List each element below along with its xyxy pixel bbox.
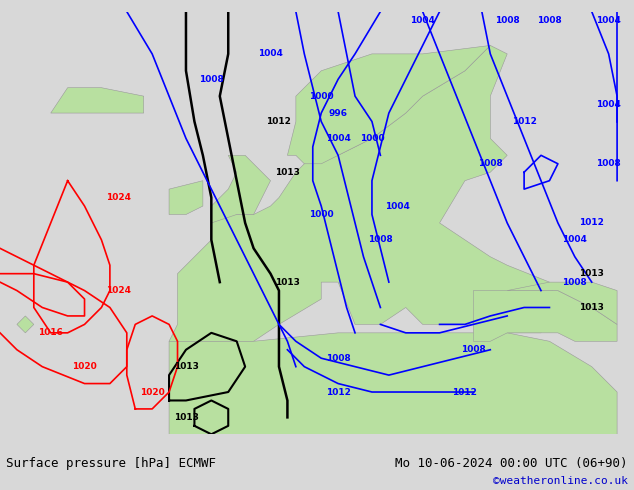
Text: 1012: 1012 bbox=[579, 219, 604, 227]
Text: 1013: 1013 bbox=[579, 269, 604, 278]
Text: 1004: 1004 bbox=[562, 235, 587, 245]
Text: 1008: 1008 bbox=[495, 16, 520, 24]
Text: 1000: 1000 bbox=[309, 210, 333, 219]
Polygon shape bbox=[169, 181, 203, 215]
Text: 1020: 1020 bbox=[139, 388, 165, 396]
Text: Mo 10-06-2024 00:00 UTC (06+90): Mo 10-06-2024 00:00 UTC (06+90) bbox=[395, 457, 628, 469]
Polygon shape bbox=[169, 46, 558, 342]
Text: Surface pressure [hPa] ECMWF: Surface pressure [hPa] ECMWF bbox=[6, 457, 216, 469]
Polygon shape bbox=[169, 333, 617, 434]
Text: ©weatheronline.co.uk: ©weatheronline.co.uk bbox=[493, 476, 628, 486]
Text: 1004: 1004 bbox=[596, 16, 621, 24]
Text: 1008: 1008 bbox=[478, 159, 503, 168]
Text: 1004: 1004 bbox=[410, 16, 435, 24]
Text: 1013: 1013 bbox=[174, 413, 198, 422]
Text: 1024: 1024 bbox=[106, 286, 131, 295]
Text: 1020: 1020 bbox=[72, 362, 97, 371]
Text: 1004: 1004 bbox=[326, 134, 351, 143]
Text: 1012: 1012 bbox=[266, 117, 292, 126]
Polygon shape bbox=[51, 88, 144, 113]
Text: 1000: 1000 bbox=[309, 92, 333, 100]
Text: 1008: 1008 bbox=[562, 278, 587, 287]
Text: 1008: 1008 bbox=[199, 75, 224, 84]
Text: 1024: 1024 bbox=[106, 193, 131, 202]
Text: 1004: 1004 bbox=[596, 100, 621, 109]
Polygon shape bbox=[474, 291, 617, 342]
Text: 996: 996 bbox=[328, 109, 347, 118]
Text: 1016: 1016 bbox=[38, 328, 63, 337]
Text: 1000: 1000 bbox=[359, 134, 384, 143]
Text: 1013: 1013 bbox=[275, 168, 300, 177]
Text: 1004: 1004 bbox=[385, 201, 410, 211]
Text: 1012: 1012 bbox=[453, 388, 477, 396]
Text: 1013: 1013 bbox=[579, 303, 604, 312]
Text: 1008: 1008 bbox=[537, 16, 562, 24]
Polygon shape bbox=[507, 282, 617, 324]
Text: 1013: 1013 bbox=[174, 362, 198, 371]
Text: 1008: 1008 bbox=[368, 235, 393, 245]
Polygon shape bbox=[211, 155, 271, 223]
Text: 1004: 1004 bbox=[258, 49, 283, 58]
Text: 1012: 1012 bbox=[326, 388, 351, 396]
Polygon shape bbox=[17, 316, 34, 333]
Text: 1012: 1012 bbox=[512, 117, 536, 126]
Text: 1008: 1008 bbox=[596, 159, 621, 168]
Text: 1008: 1008 bbox=[326, 354, 351, 363]
Text: 1013: 1013 bbox=[275, 278, 300, 287]
Polygon shape bbox=[287, 46, 490, 164]
Text: 1008: 1008 bbox=[461, 345, 486, 354]
